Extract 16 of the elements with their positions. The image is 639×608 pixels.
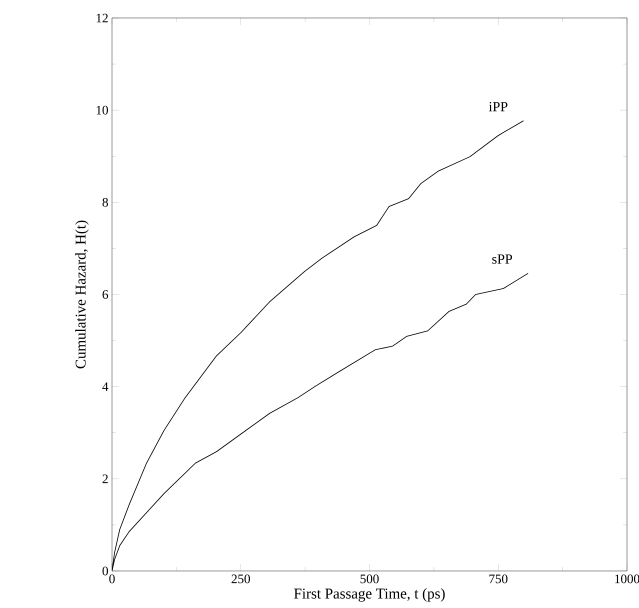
x-tick-label: 0 [109, 574, 115, 584]
y-tick-label: 4 [102, 382, 108, 391]
x-axis-title: First Passage Time, t (ps) [294, 588, 445, 602]
x-tick-label: 500 [360, 574, 379, 584]
y-tick-label: 12 [96, 14, 108, 22]
x-tick-label: 750 [489, 574, 508, 584]
x-tick-label: 250 [232, 574, 250, 584]
series-label: sPP [492, 254, 512, 264]
y-tick-label: 6 [102, 290, 108, 299]
y-tick-label: 8 [102, 198, 108, 207]
series-label: iPP [488, 102, 508, 112]
y-axis-title: Cumulative Hazard, H(t) [75, 220, 89, 368]
y-tick-label: 0 [102, 566, 108, 576]
y-tick-label: 10 [96, 106, 108, 115]
x-tick-label: 1000 [615, 574, 639, 584]
y-tick-label: 2 [102, 474, 108, 484]
